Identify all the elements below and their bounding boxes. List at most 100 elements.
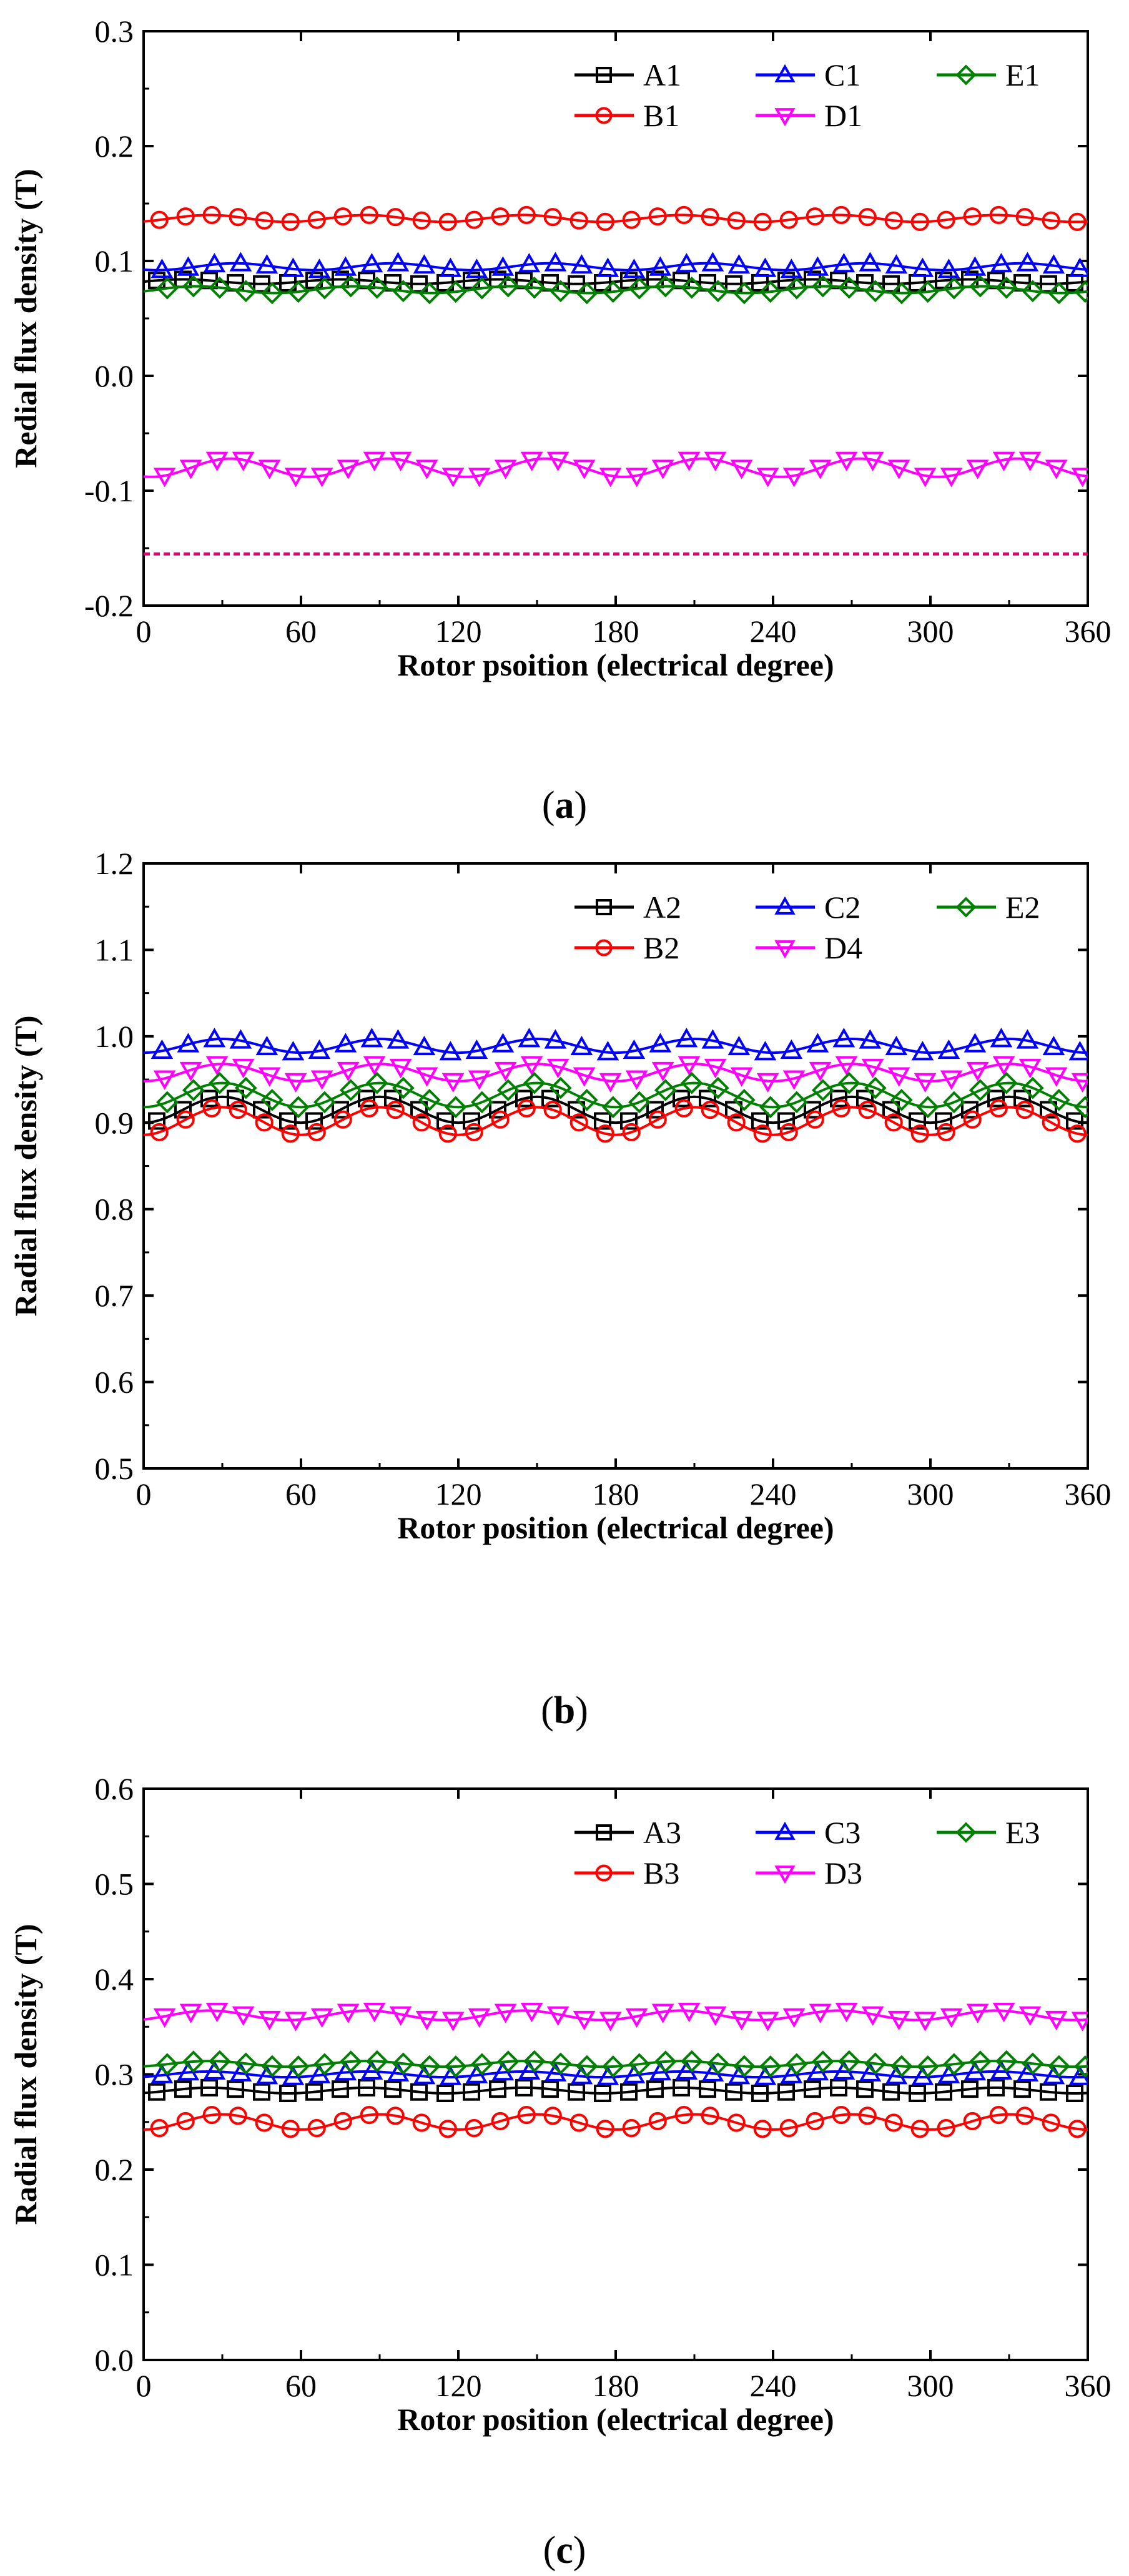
caption-letter: a — [555, 784, 574, 827]
marker-circle — [648, 2111, 667, 2131]
marker-square — [253, 2083, 270, 2101]
marker-triangle-down — [625, 1070, 648, 1090]
marker-circle — [832, 205, 850, 225]
marker-triangle-up — [1016, 1029, 1039, 1049]
marker-square — [856, 2080, 874, 2098]
marker-triangle-up — [780, 258, 803, 278]
marker-circle — [465, 2119, 483, 2138]
marker-diamond — [1073, 280, 1088, 303]
legend-item-C2: C2 — [756, 890, 860, 925]
marker-circle — [491, 2111, 510, 2131]
marker-square — [830, 1089, 847, 1108]
legend-label: E1 — [1005, 57, 1040, 92]
marker-triangle-up — [754, 1041, 777, 1061]
x-axis-label: Rotor position (electrical degree) — [397, 2402, 834, 2437]
marker-triangle-down — [494, 460, 517, 479]
y-tick-label: 0.5 — [95, 1867, 134, 1902]
marker-square — [174, 1101, 192, 1119]
x-tick-label: 120 — [435, 614, 482, 649]
marker-diamond — [444, 2055, 467, 2078]
marker-circle — [360, 205, 378, 225]
marker-triangle-down — [730, 2010, 753, 2031]
marker-circle — [963, 2111, 982, 2131]
marker-circle — [806, 1110, 824, 1129]
marker-circle — [832, 1099, 850, 1118]
marker-triangle-up — [570, 1035, 593, 1056]
marker-diamond — [811, 1079, 834, 1101]
marker-circle — [176, 1110, 195, 1129]
y-tick-label: 0.8 — [95, 1192, 134, 1227]
marker-triangle-up — [439, 257, 462, 277]
legend-label: A1 — [643, 57, 681, 92]
marker-diamond — [496, 275, 520, 298]
marker-diamond — [601, 2055, 624, 2078]
marker-square — [1040, 1101, 1057, 1119]
marker-circle — [176, 207, 195, 226]
marker-triangle-down — [809, 1061, 832, 1082]
marker-circle — [727, 211, 746, 230]
marker-triangle-down — [730, 460, 753, 479]
chart-panel-b: 0 60 120 180 240 300 360 0.5 0.6 0.7 0.8 0.9 1.0 1.1 1… — [8, 846, 1112, 1732]
marker-diamond — [969, 1079, 992, 1101]
y-tick-label: 0.1 — [95, 2248, 134, 2283]
marker-triangle-up — [203, 1028, 226, 1048]
marker-triangle-up — [255, 254, 279, 274]
marker-square — [253, 1101, 270, 1119]
marker-diamond — [339, 2050, 362, 2073]
marker-diamond — [680, 1071, 703, 1094]
caption-paren-open: ( — [541, 1689, 554, 1732]
legend-label: C2 — [824, 890, 860, 925]
marker-diamond — [496, 1079, 520, 1101]
marker-square — [1040, 2083, 1057, 2101]
marker-circle — [674, 205, 693, 225]
marker-triangle-up — [649, 256, 672, 276]
marker-triangle-down — [1071, 468, 1088, 488]
marker-triangle-down — [415, 460, 438, 479]
marker-triangle-down — [1045, 2010, 1068, 2031]
marker-circle — [1015, 1100, 1034, 1119]
marker-circle — [229, 208, 247, 227]
marker-diamond — [1073, 1096, 1088, 1119]
marker-square — [436, 2085, 454, 2102]
marker-triangle-down — [678, 2002, 701, 2023]
marker-square — [961, 1101, 979, 1119]
marker-diamond — [392, 1076, 415, 1099]
marker-diamond — [890, 282, 913, 305]
series-B1 — [144, 205, 1088, 232]
marker-diamond — [654, 275, 677, 298]
series-line-B2 — [144, 1106, 1088, 1136]
marker-triangle-down — [782, 1070, 806, 1090]
marker-triangle-down — [599, 1073, 622, 1093]
marker-diamond — [864, 1076, 887, 1099]
marker-square — [384, 2080, 402, 2098]
marker-diamond — [785, 2053, 808, 2076]
marker-circle — [622, 210, 641, 229]
marker-circle — [858, 2107, 877, 2125]
marker-triangle-up — [229, 252, 252, 272]
marker-triangle-down — [494, 1061, 517, 1082]
marker-diamond — [837, 276, 860, 299]
marker-circle — [989, 205, 1008, 225]
marker-triangle-down — [337, 1061, 360, 1082]
marker-square — [1066, 2085, 1083, 2102]
y-tick-label: 0.6 — [95, 1365, 134, 1400]
marker-triangle-down — [992, 451, 1015, 471]
panel-caption: (c) — [543, 2529, 586, 2572]
marker-circle — [307, 2119, 326, 2138]
marker-diamond — [1073, 2055, 1088, 2078]
series-B2 — [144, 1099, 1088, 1143]
marker-square — [646, 2080, 664, 2098]
marker-circle — [989, 1099, 1008, 1118]
caption-paren-close: ) — [575, 1689, 588, 1732]
marker-diamond — [260, 2055, 283, 2078]
marker-square — [174, 2080, 192, 2098]
x-axis-label: Rotor psoition (electrical degree) — [397, 647, 834, 682]
marker-triangle-down — [861, 2006, 884, 2026]
series-line-B1 — [144, 214, 1088, 224]
marker-circle — [202, 2106, 221, 2125]
marker-diamond — [392, 2052, 415, 2075]
marker-triangle-up — [518, 253, 541, 273]
marker-triangle-down — [887, 2010, 910, 2031]
marker-square — [463, 1112, 480, 1130]
